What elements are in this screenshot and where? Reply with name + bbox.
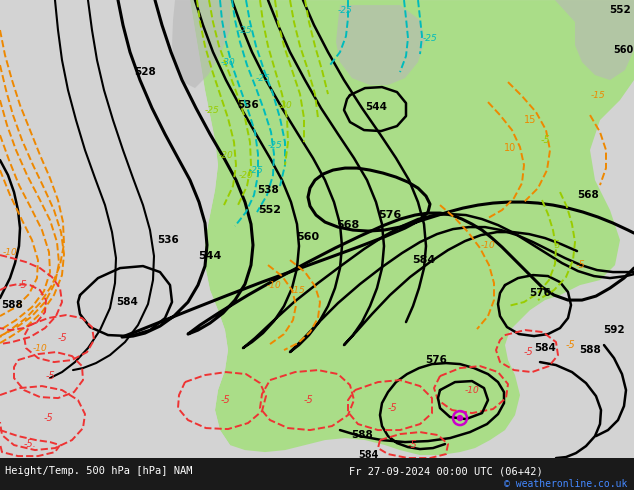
Text: 552: 552 [609, 5, 631, 15]
Text: 5: 5 [553, 240, 559, 250]
Text: -30: -30 [221, 58, 235, 67]
Text: -5: -5 [303, 395, 313, 405]
Text: -10: -10 [465, 386, 479, 394]
Text: 15: 15 [524, 115, 536, 125]
Text: -25: -25 [423, 34, 437, 43]
Text: 584: 584 [116, 297, 138, 307]
Text: 528: 528 [134, 67, 156, 77]
Text: -5: -5 [220, 395, 230, 405]
Polygon shape [172, 0, 230, 88]
Text: 544: 544 [198, 251, 222, 261]
Text: 10: 10 [504, 143, 516, 153]
Text: -25: -25 [205, 105, 219, 115]
Circle shape [458, 416, 462, 420]
Text: -20: -20 [278, 100, 292, 110]
Text: -25: -25 [249, 166, 263, 174]
Text: 536: 536 [157, 235, 179, 245]
Text: -5: -5 [387, 403, 397, 413]
Text: -25: -25 [238, 25, 252, 35]
Text: Height/Temp. 500 hPa [hPa] NAM: Height/Temp. 500 hPa [hPa] NAM [5, 466, 193, 476]
Text: 584: 584 [534, 343, 556, 353]
Polygon shape [555, 0, 634, 80]
Text: -25: -25 [338, 5, 353, 15]
Text: 536: 536 [237, 100, 259, 110]
Text: 592: 592 [603, 325, 625, 335]
Text: -20: -20 [219, 150, 233, 160]
Text: -10: -10 [481, 241, 495, 249]
Text: -5: -5 [45, 371, 55, 381]
Text: -5: -5 [43, 413, 53, 423]
Text: Fr 27-09-2024 00:00 UTC (06+42): Fr 27-09-2024 00:00 UTC (06+42) [349, 466, 543, 476]
Text: 584: 584 [358, 450, 378, 460]
Text: -10: -10 [32, 343, 48, 353]
Polygon shape [175, 0, 634, 455]
Text: -5: -5 [523, 347, 533, 357]
Text: -5: -5 [540, 135, 550, 145]
Text: 544: 544 [365, 102, 387, 112]
Text: 576: 576 [425, 355, 447, 365]
Text: 538: 538 [257, 185, 279, 195]
Text: 560: 560 [614, 45, 634, 55]
Text: © weatheronline.co.uk: © weatheronline.co.uk [504, 479, 628, 489]
Text: -15: -15 [290, 286, 306, 294]
Text: -5: -5 [17, 280, 27, 290]
Text: -5: -5 [57, 333, 67, 343]
Text: -5: -5 [407, 440, 417, 450]
Text: -25: -25 [256, 74, 270, 83]
Text: -25: -25 [268, 141, 282, 149]
Text: -15: -15 [591, 91, 605, 99]
Text: 584: 584 [412, 255, 436, 265]
Text: -5: -5 [565, 340, 575, 350]
Text: 568: 568 [337, 220, 359, 230]
Polygon shape [336, 5, 425, 85]
Text: 588: 588 [351, 430, 373, 440]
Text: -5: -5 [575, 260, 585, 270]
Text: 576: 576 [529, 288, 551, 298]
Bar [0, 458, 634, 490]
Text: -10: -10 [3, 247, 17, 257]
Text: 552: 552 [259, 205, 281, 215]
Polygon shape [0, 0, 230, 458]
Text: -20: -20 [238, 171, 254, 179]
Text: 560: 560 [297, 232, 320, 242]
Text: -10: -10 [267, 281, 281, 290]
Text: 568: 568 [577, 190, 599, 200]
Text: 588: 588 [1, 300, 23, 310]
Text: 576: 576 [378, 210, 401, 220]
Text: -5.: -5. [23, 439, 36, 449]
Text: 588: 588 [579, 345, 601, 355]
